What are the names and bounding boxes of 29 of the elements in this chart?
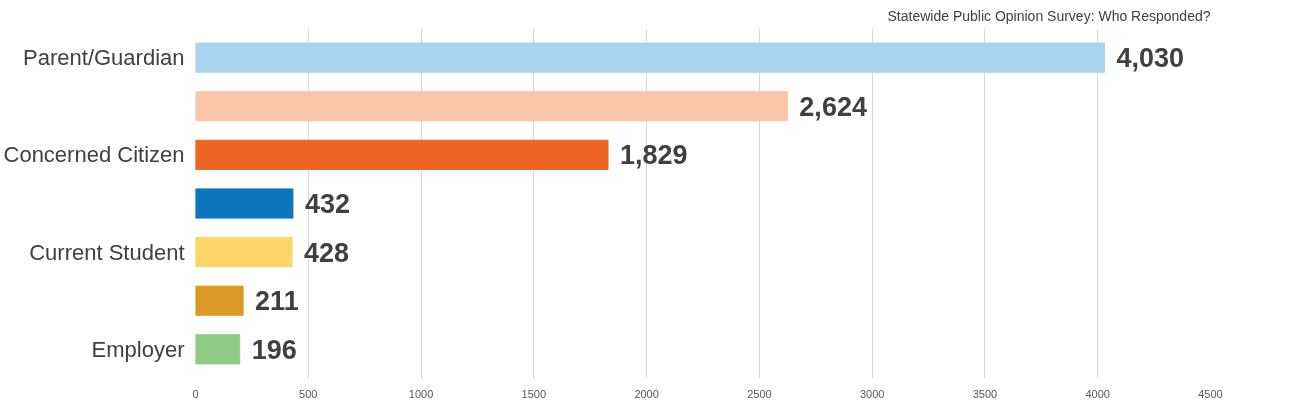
y-tick-label: Concerned Citizen: [3, 142, 185, 168]
bar: [195, 91, 788, 122]
data-label: 432: [304, 189, 350, 219]
data-label: 4,030: [1116, 43, 1185, 74]
x-tick-label: 0: [192, 387, 199, 400]
x-tick-label: 2000: [634, 387, 659, 400]
bar: [195, 188, 294, 219]
bar: [195, 285, 244, 316]
x-tick-label: 4000: [1085, 387, 1110, 400]
data-label: 1,829: [620, 140, 688, 171]
bar: [195, 237, 293, 268]
x-tick-label: 1000: [408, 387, 434, 400]
y-tick-label: Current Student: [29, 239, 185, 265]
x-tick-label: 3500: [972, 387, 998, 400]
x-tick-label: 1500: [521, 387, 547, 400]
bar: [195, 42, 1105, 73]
x-tick-label: 3000: [859, 387, 885, 400]
y-tick-label: Parent/Guardian: [23, 45, 185, 71]
bar: [195, 334, 241, 365]
x-tick-label: 2500: [747, 387, 772, 400]
chart-title: Statewide Public Opinion Survey: Who Responded?: [887, 7, 1211, 24]
x-tick-label: 500: [299, 387, 318, 400]
bar: [195, 139, 609, 170]
data-label: 428: [304, 237, 350, 268]
data-label: 2,624: [799, 91, 867, 122]
x-tick-label: 4500: [1198, 387, 1223, 400]
data-label: 211: [255, 286, 299, 317]
data-label: 196: [251, 334, 297, 365]
y-tick-label: Employer: [91, 336, 185, 362]
